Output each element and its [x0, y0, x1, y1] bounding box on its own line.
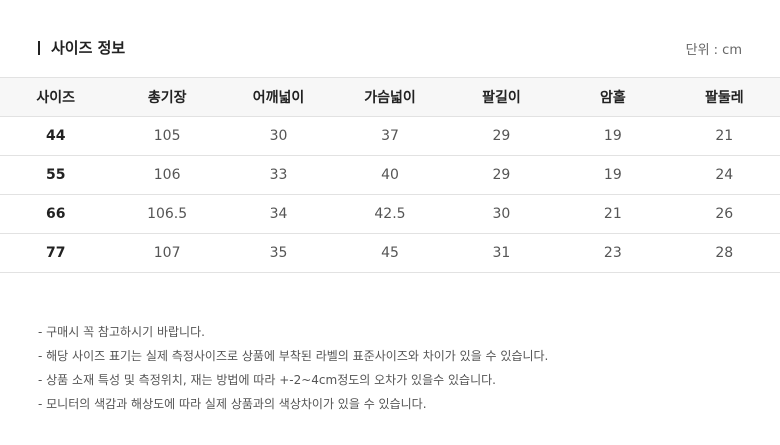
measure-cell: 31 — [445, 233, 558, 273]
measure-cell: 30 — [445, 194, 558, 234]
note-item: - 상품 소재 특성 및 측정위치, 재는 방법에 따라 +-2~4cm정도의 … — [38, 373, 496, 387]
measure-cell: 107 — [111, 233, 223, 273]
measure-cell: 29 — [445, 116, 558, 156]
measure-cell: 45 — [334, 233, 446, 273]
measure-cell: 26 — [668, 194, 780, 234]
note-item: - 해당 사이즈 표기는 실제 측정사이즈로 상품에 부착된 라벨의 표준사이즈… — [38, 349, 549, 363]
column-header: 어깨넓이 — [222, 77, 335, 117]
column-header: 팔길이 — [445, 77, 558, 117]
measure-cell: 23 — [557, 233, 669, 273]
column-header: 가슴넓이 — [334, 77, 446, 117]
measure-cell: 29 — [445, 155, 558, 195]
measure-cell: 35 — [222, 233, 335, 273]
size-cell: 44 — [0, 116, 112, 156]
table-body: 44 105 30 37 29 19 21 55 106 33 40 29 19 24 66 106.5 34 4… — [0, 116, 780, 273]
measure-cell: 106.5 — [111, 194, 223, 234]
page-title: 사이즈 정보 — [51, 39, 126, 57]
measure-cell: 19 — [557, 155, 669, 195]
unit-label: 단위 : cm — [685, 43, 742, 58]
size-table: 사이즈 총기장 어깨넓이 가슴넓이 팔길이 암홀 팔둘레 44 105 30 37 29 19 21 55… — [0, 77, 780, 273]
size-cell: 55 — [0, 155, 112, 195]
size-cell: 77 — [0, 233, 112, 273]
measure-cell: 33 — [222, 155, 335, 195]
table-row: 77 107 35 45 31 23 28 — [0, 233, 780, 273]
table-row: 55 106 33 40 29 19 24 — [0, 155, 780, 195]
measure-cell: 105 — [111, 116, 223, 156]
section-header: 사이즈 정보 — [38, 37, 125, 58]
measure-cell: 24 — [668, 155, 780, 195]
title-bar-marker — [38, 40, 40, 55]
column-header: 총기장 — [111, 77, 223, 117]
table-row: 66 106.5 34 42.5 30 21 26 — [0, 194, 780, 234]
note-item: - 모니터의 색감과 해상도에 따라 실제 상품과의 색상차이가 있을 수 있습… — [38, 397, 427, 411]
size-cell: 66 — [0, 194, 112, 234]
note-item: - 구매시 꼭 참고하시기 바랍니다. — [38, 325, 205, 339]
measure-cell: 19 — [557, 116, 669, 156]
measure-cell: 106 — [111, 155, 223, 195]
table-header-row: 사이즈 총기장 어깨넓이 가슴넓이 팔길이 암홀 팔둘레 — [0, 77, 780, 117]
measure-cell: 30 — [222, 116, 335, 156]
column-header: 팔둘레 — [668, 77, 780, 117]
measure-cell: 21 — [668, 116, 780, 156]
notes-list: - 구매시 꼭 참고하시기 바랍니다. - 해당 사이즈 표기는 실제 측정사이즈… — [38, 320, 548, 416]
measure-cell: 42.5 — [334, 194, 446, 234]
table-row: 44 105 30 37 29 19 21 — [0, 116, 780, 156]
measure-cell: 40 — [334, 155, 446, 195]
measure-cell: 28 — [668, 233, 780, 273]
measure-cell: 21 — [557, 194, 669, 234]
measure-cell: 37 — [334, 116, 446, 156]
column-header: 사이즈 — [0, 77, 112, 117]
column-header: 암홀 — [557, 77, 669, 117]
measure-cell: 34 — [222, 194, 335, 234]
